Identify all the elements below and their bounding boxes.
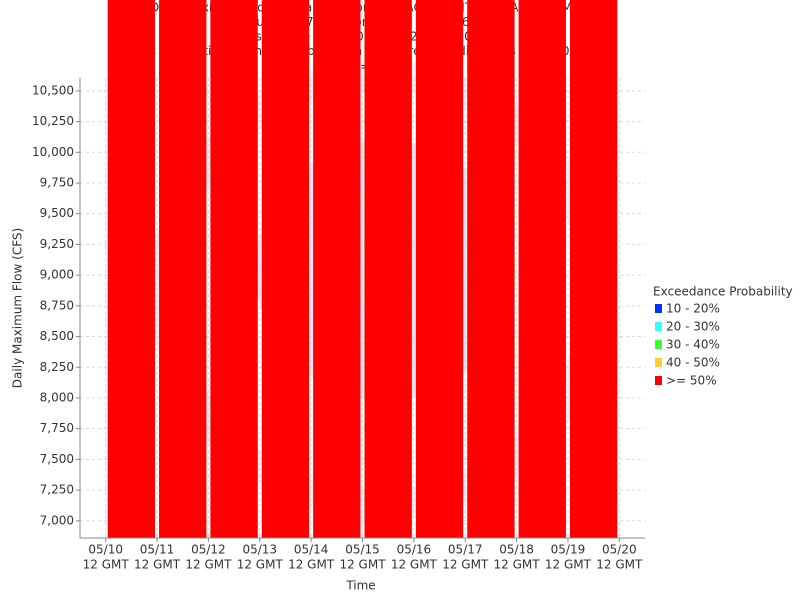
legend-swatch — [655, 358, 662, 367]
legend-label: 20 - 30% — [666, 320, 720, 334]
legend-swatch — [655, 304, 662, 313]
y-tick-label: 8,000 — [40, 390, 74, 404]
x-tick-label: 05/10 — [88, 543, 123, 557]
y-tick-label: 10,250 — [32, 114, 74, 128]
x-tick-label: 05/13 — [242, 543, 277, 557]
x-tick-label: 12 GMT — [545, 558, 592, 572]
x-tick-label: 05/18 — [499, 543, 534, 557]
legend-swatch — [655, 376, 662, 385]
y-tick-label: 9,000 — [40, 268, 74, 282]
x-tick-label: 05/17 — [448, 543, 483, 557]
x-tick-label: 05/19 — [551, 543, 586, 557]
x-tick-label: 12 GMT — [442, 558, 489, 572]
bar-segment — [364, 0, 412, 538]
bar-segment — [210, 0, 258, 538]
y-tick-label: 10,000 — [32, 145, 74, 159]
legend-title: Exceedance Probability — [653, 285, 793, 299]
x-tick-label: 12 GMT — [134, 558, 181, 572]
y-tick-label: 8,750 — [40, 298, 74, 312]
y-tick-label: 10,500 — [32, 83, 74, 97]
y-tick-label: 9,750 — [40, 176, 74, 190]
legend-swatch — [655, 322, 662, 331]
x-tick-label: 05/16 — [397, 543, 432, 557]
y-tick-label: 7,750 — [40, 421, 74, 435]
legend-swatch — [655, 340, 662, 349]
x-tick-label: 12 GMT — [237, 558, 284, 572]
y-tick-label: 8,500 — [40, 329, 74, 343]
x-tick-label: 05/12 — [191, 543, 226, 557]
x-tick-label: 05/15 — [345, 543, 380, 557]
x-axis-label: Time — [345, 579, 375, 593]
legend-label: 10 - 20% — [666, 302, 720, 316]
y-axis-label: Daily Maximum Flow (CFS) — [11, 228, 25, 388]
bar-segment — [569, 0, 618, 538]
y-tick-label: 8,250 — [40, 360, 74, 374]
bar-segment — [107, 0, 156, 538]
x-tick-label: 12 GMT — [83, 558, 130, 572]
x-tick-label: 12 GMT — [185, 558, 232, 572]
legend-label: 30 - 40% — [666, 338, 720, 352]
y-tick-label: 9,500 — [40, 206, 74, 220]
x-tick-label: 05/20 — [602, 543, 637, 557]
y-tick-label: 7,000 — [40, 513, 74, 527]
bar-segment — [518, 0, 566, 538]
bar-segment — [261, 0, 310, 538]
x-tick-label: 12 GMT — [339, 558, 386, 572]
x-tick-label: 05/14 — [294, 543, 329, 557]
legend-label: 40 - 50% — [666, 356, 720, 370]
bar-segment — [313, 0, 361, 538]
y-tick-label: 7,500 — [40, 452, 74, 466]
legend-label: >= 50% — [666, 374, 717, 388]
x-tick-label: 12 GMT — [494, 558, 541, 572]
bar-segment — [415, 0, 464, 539]
x-tick-label: 12 GMT — [596, 558, 643, 572]
y-tick-label: 9,250 — [40, 237, 74, 251]
y-tick-label: 7,250 — [40, 483, 74, 497]
bar-segment — [159, 0, 207, 538]
x-tick-label: 05/11 — [140, 543, 175, 557]
x-tick-label: 12 GMT — [288, 558, 335, 572]
x-tick-label: 12 GMT — [391, 558, 438, 572]
bar-segment — [467, 0, 515, 538]
